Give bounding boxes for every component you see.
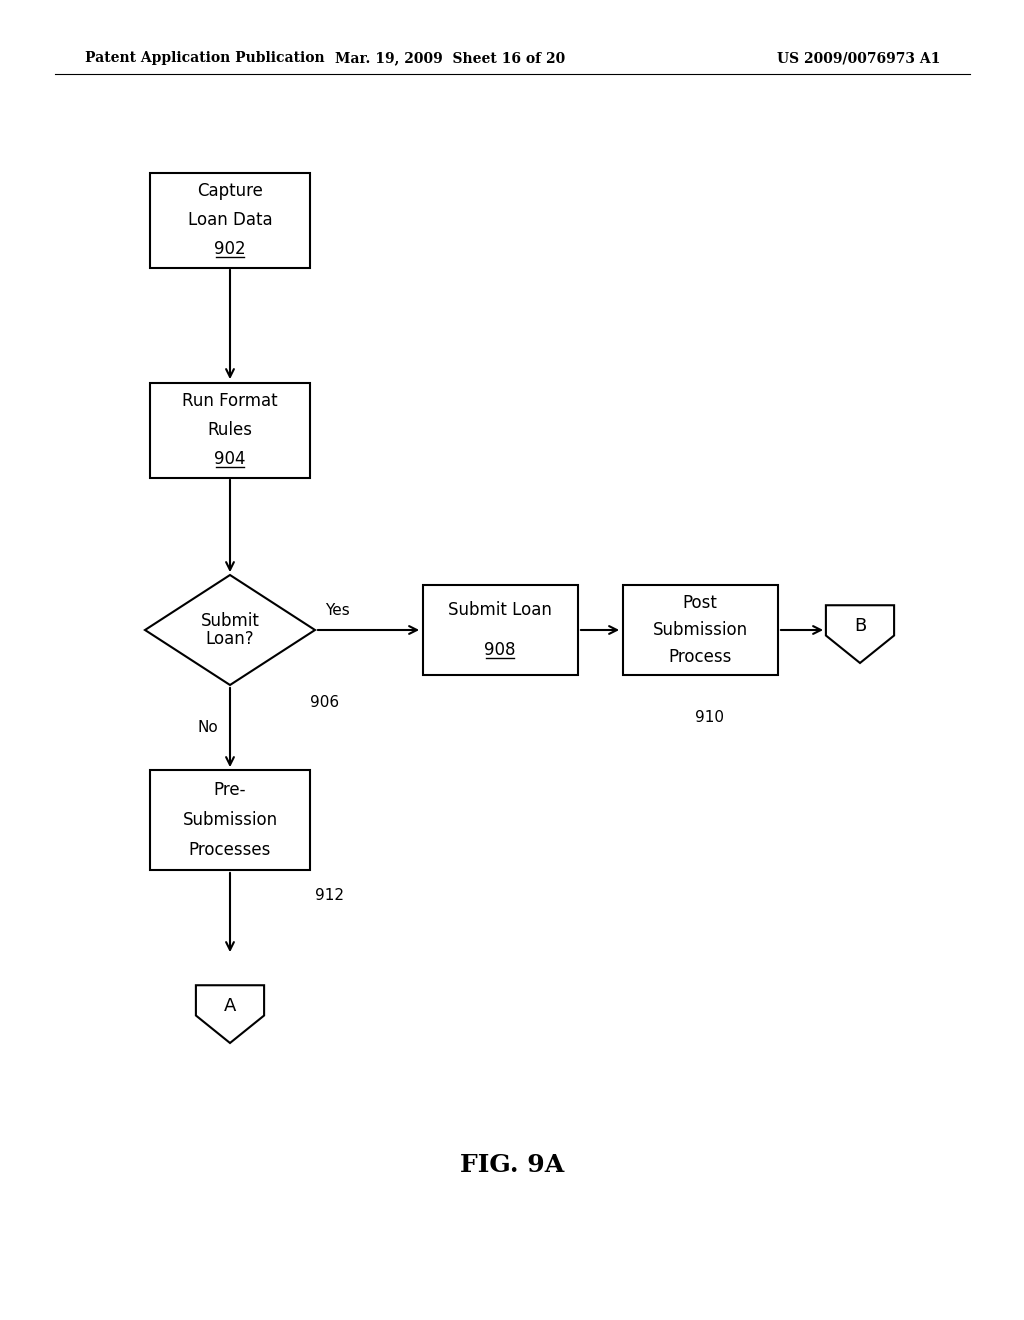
Bar	[423, 585, 578, 675]
Text: 902: 902	[214, 240, 246, 257]
Text: Capture: Capture	[197, 182, 263, 201]
Text: Rules: Rules	[208, 421, 253, 440]
Bar	[150, 770, 310, 870]
Text: Submit Loan: Submit Loan	[449, 602, 552, 619]
Text: Process: Process	[669, 648, 732, 667]
Text: 908: 908	[484, 640, 516, 659]
Polygon shape	[196, 985, 264, 1043]
Text: Patent Application Publication: Patent Application Publication	[85, 51, 325, 65]
Text: US 2009/0076973 A1: US 2009/0076973 A1	[776, 51, 940, 65]
Text: Processes: Processes	[188, 841, 271, 859]
Text: Mar. 19, 2009  Sheet 16 of 20: Mar. 19, 2009 Sheet 16 of 20	[335, 51, 565, 65]
Text: Run Format: Run Format	[182, 392, 278, 411]
Text: FIG. 9A: FIG. 9A	[460, 1152, 564, 1177]
Bar	[623, 585, 777, 675]
Text: A: A	[224, 997, 237, 1015]
Text: Loan?: Loan?	[206, 630, 254, 648]
Text: Loan Data: Loan Data	[187, 211, 272, 228]
Text: 912: 912	[315, 888, 344, 903]
Polygon shape	[145, 576, 315, 685]
Text: 906: 906	[310, 696, 339, 710]
Text: 910: 910	[695, 710, 724, 725]
Text: 904: 904	[214, 450, 246, 467]
Text: Submission: Submission	[182, 810, 278, 829]
Text: Submit: Submit	[201, 612, 259, 630]
Text: Yes: Yes	[325, 603, 350, 618]
Text: B: B	[854, 618, 866, 635]
Text: Submission: Submission	[652, 620, 748, 639]
Bar	[150, 173, 310, 268]
Polygon shape	[826, 606, 894, 663]
Bar	[150, 383, 310, 478]
Text: Pre-: Pre-	[214, 780, 246, 799]
Text: No: No	[198, 719, 218, 735]
Text: Post: Post	[683, 594, 718, 611]
